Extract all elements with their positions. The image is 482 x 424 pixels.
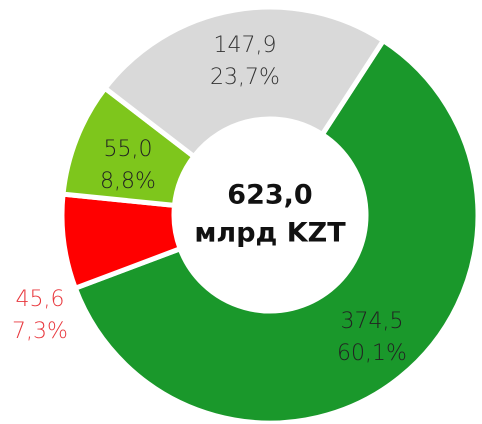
percent-label: 23,7% xyxy=(210,65,280,90)
center-value: 623,0 xyxy=(227,180,312,211)
value-label: 147,9 xyxy=(214,33,277,58)
percent-label: 8,8% xyxy=(100,169,156,194)
percent-label: 60,1% xyxy=(337,341,407,366)
value-label: 55,0 xyxy=(104,137,153,162)
donut-segment xyxy=(101,4,387,161)
percent-label: 7,3% xyxy=(12,319,68,344)
center-unit: млрд KZT xyxy=(194,218,346,249)
value-label: 45,6 xyxy=(16,287,65,312)
value-label: 374,5 xyxy=(341,309,404,334)
donut-segment xyxy=(72,37,481,424)
